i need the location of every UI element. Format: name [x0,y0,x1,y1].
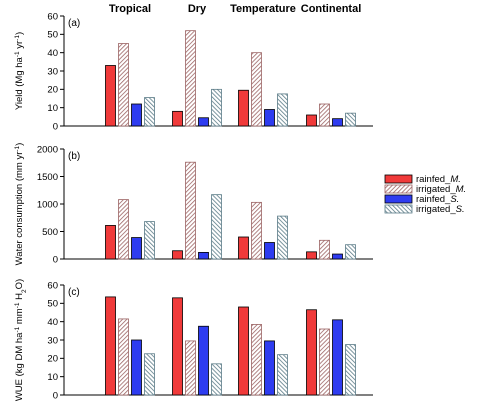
bar-irrigated-s-temperature [277,215,288,260]
y-tick-label: 30 [47,66,58,77]
bar-rainfed-s-tropical [131,339,142,396]
bar-irrigated-s-tropical [144,97,155,127]
bar-rainfed-m-continental [306,251,317,260]
bar-irrigated-m-tropical [118,318,129,396]
bar-irrigated-m-continental [319,103,330,127]
y-tick-label: 1000 [37,199,58,210]
bar-irrigated-s-tropical [144,221,155,260]
bar-irrigated-s-temperature [277,93,288,127]
bar-irrigated-s-dry [211,88,222,127]
panel-yield: 0 10 20 30 40 50 60 (a) Yield (Mg ha-1 yr-1) [14,11,373,132]
bar-rainfed-m-tropical [105,65,116,127]
bar-irrigated-m-dry [185,340,196,396]
legend-swatch-irrigated-m [384,184,413,194]
y-axis-label: Water consumption (mm yr-1) [14,143,26,266]
bar-irrigated-s-dry [211,194,222,260]
panel-label: (b) [68,151,80,162]
legend-label-rainfed-s: rainfed_S. [416,194,459,205]
category-headers: Tropical Dry Temperature Continental [109,3,361,15]
bar-irrigated-m-tropical [118,43,129,127]
y-tick-label: 0 [53,254,58,265]
bar-rainfed-s-dry [198,251,209,260]
category-header-tropical: Tropical [109,3,151,15]
bar-rainfed-s-continental [332,253,343,260]
y-tick-label: 60 [47,11,58,22]
y-tick-label: 50 [47,299,58,310]
bar-rainfed-m-temperature [238,89,249,127]
legend-swatch-rainfed-m [384,174,413,184]
bar-rainfed-m-dry [172,297,183,396]
legend: rainfed_M.irrigated_M.rainfed_S.irrigate… [384,174,466,215]
y-tick-label: 20 [47,85,58,96]
legend-swatch-rainfed-s [384,194,413,204]
legend-label-irrigated-s: irrigated_S. [416,204,465,215]
bar-rainfed-m-temperature [238,236,249,260]
y-axis-label: Yield (Mg ha-1 yr-1) [14,32,26,110]
y-tick-label: 40 [47,317,58,328]
bar-rainfed-m-continental [306,114,317,127]
bar-irrigated-m-temperature [251,52,262,127]
y-tick-label: 0 [53,390,58,401]
bar-irrigated-s-continental [345,344,356,396]
bar-rainfed-s-dry [198,117,209,127]
legend-label-rainfed-m: rainfed_M. [416,174,461,185]
bar-rainfed-s-temperature [264,340,275,396]
bar-irrigated-m-temperature [251,201,262,260]
bar-irrigated-m-dry [185,161,196,260]
bar-rainfed-m-continental [306,309,317,396]
bar-rainfed-s-dry [198,325,209,396]
y-tick-label: 50 [47,30,58,41]
category-header-temperature: Temperature [230,3,296,15]
bar-rainfed-m-tropical [105,225,116,260]
bar-rainfed-m-dry [172,110,183,127]
y-tick-label: 40 [47,48,58,59]
bar-irrigated-m-continental [319,239,330,260]
y-tick-label: 1500 [37,172,58,183]
y-axis-label: WUE (kg DM ha-1 mm-1 H2O) [14,279,28,401]
y-tick-label: 10 [47,372,58,383]
bar-rainfed-s-continental [332,319,343,396]
bar-irrigated-s-tropical [144,353,155,396]
bar-rainfed-m-tropical [105,296,116,396]
y-tick-label: 0 [53,121,58,132]
legend-swatch-irrigated-s [384,204,413,214]
y-tick-label: 30 [47,335,58,346]
panel-wue: 0 10 20 30 40 50 60 (c) WUE (kg DM ha-1 mm-1 H2O… [14,279,373,401]
category-header-continental: Continental [301,3,362,15]
y-tick-label: 20 [47,354,58,365]
panel-label: (a) [68,18,80,29]
bar-rainfed-m-temperature [238,306,249,396]
y-tick-label: 10 [47,103,58,114]
bar-irrigated-m-continental [319,328,330,396]
bar-irrigated-m-temperature [251,324,262,396]
bar-irrigated-s-temperature [277,354,288,396]
bar-irrigated-s-continental [345,244,356,260]
bar-irrigated-s-dry [211,363,222,396]
bar-rainfed-s-continental [332,118,343,127]
bar-rainfed-s-tropical [131,103,142,127]
y-tick-label: 2000 [37,144,58,155]
legend-label-irrigated-m: irrigated_M. [416,184,466,195]
bar-rainfed-m-dry [172,250,183,260]
y-tick-label: 60 [47,280,58,291]
bar-irrigated-s-continental [345,112,356,127]
bar-rainfed-s-tropical [131,237,142,260]
bar-irrigated-m-tropical [118,199,129,260]
bar-rainfed-s-temperature [264,242,275,260]
panel-label: (c) [68,287,80,298]
panel-water-consumption: 0 500 1000 1500 2000 (b) Water consumption (mm… [14,143,373,266]
bar-irrigated-m-dry [185,30,196,127]
category-header-dry: Dry [188,3,207,15]
y-tick-label: 500 [42,227,58,238]
bar-rainfed-s-temperature [264,109,275,127]
